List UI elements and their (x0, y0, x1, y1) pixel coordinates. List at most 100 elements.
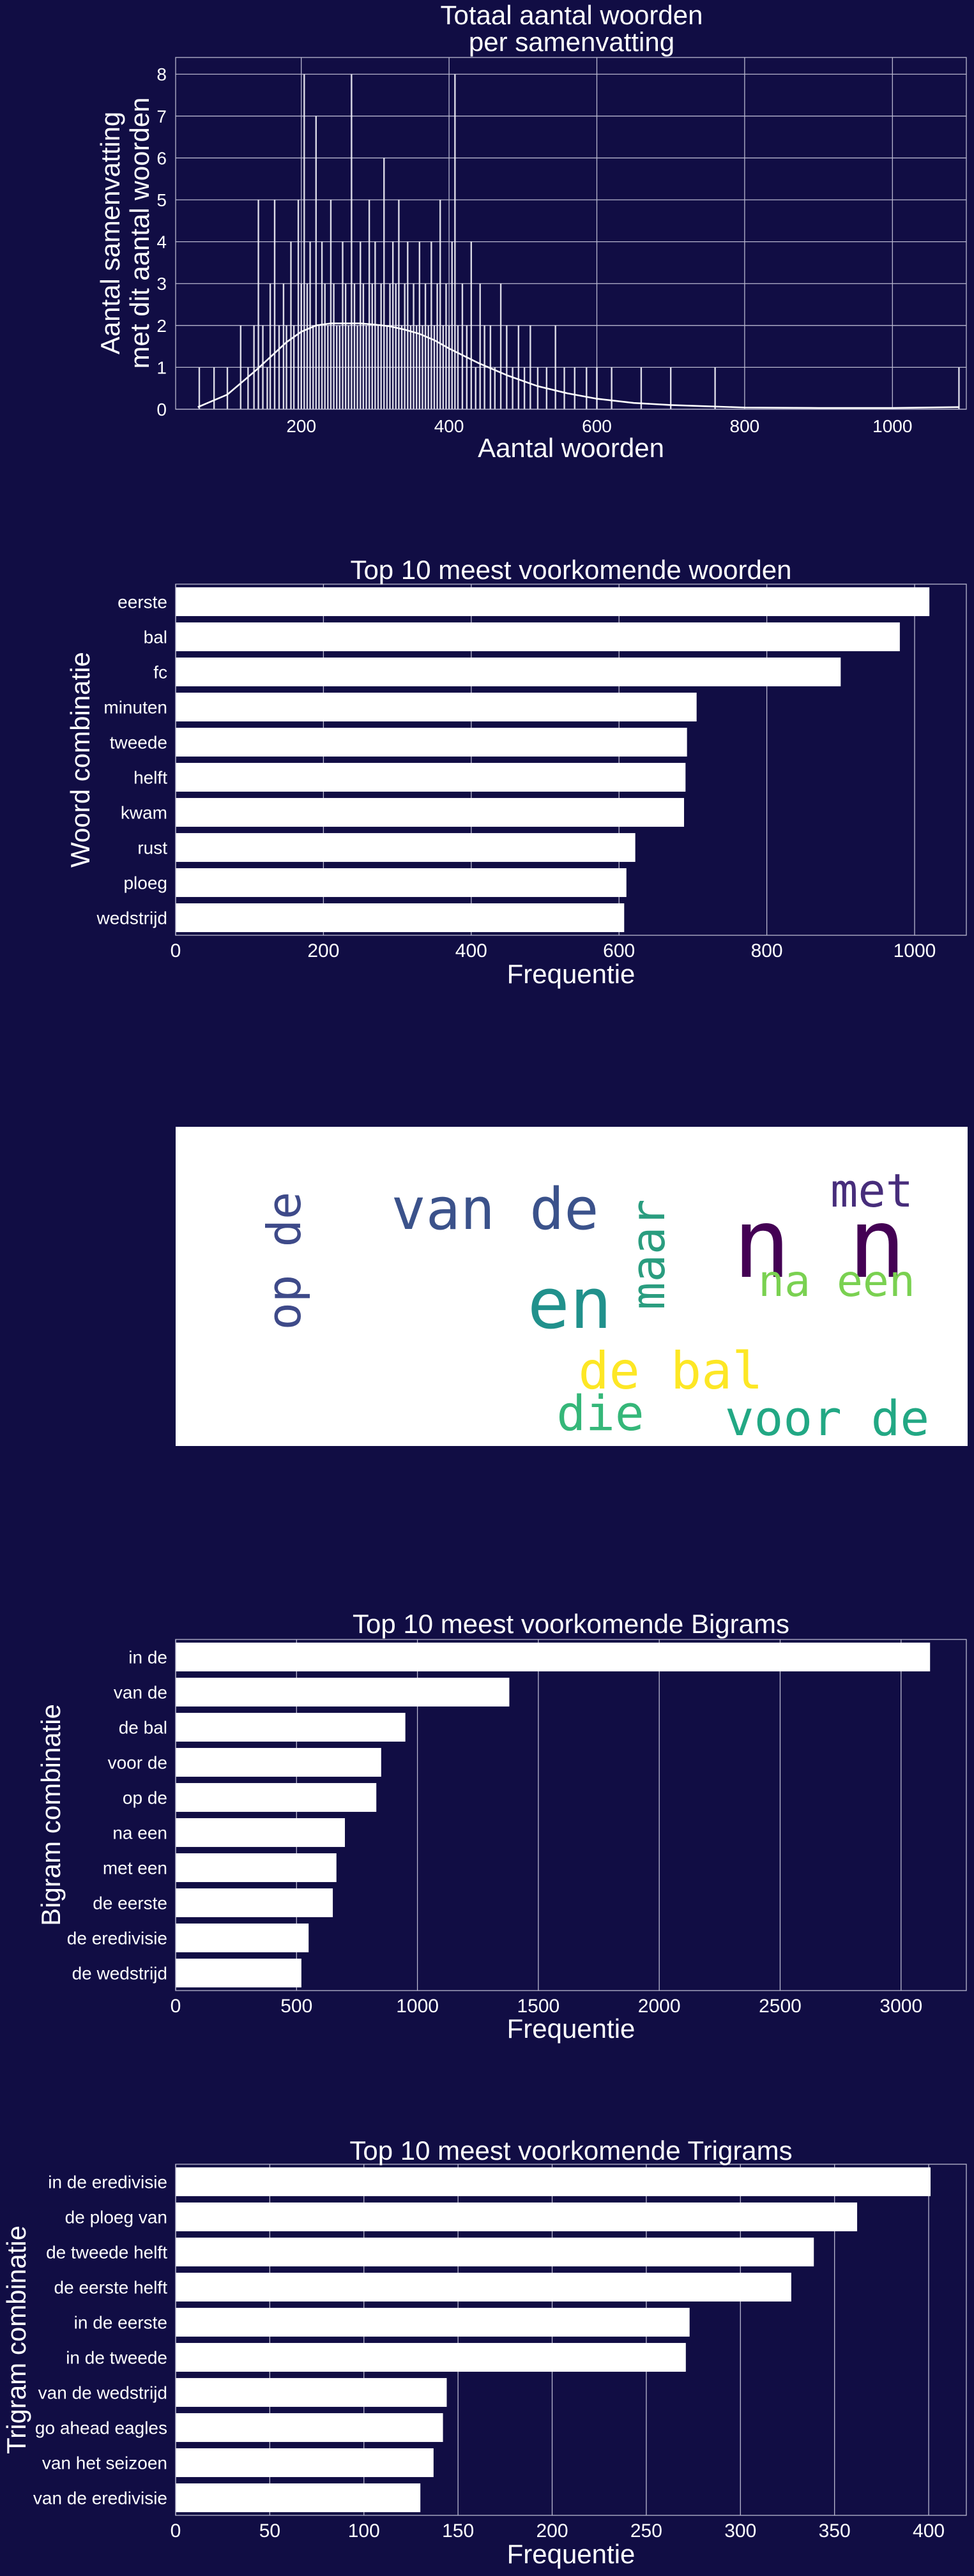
y-axis-label-line: met dit aantal woorden (125, 98, 155, 369)
bar (176, 2448, 434, 2478)
histogram-bar (315, 116, 317, 410)
y-tick-label: helft (133, 768, 167, 788)
kde-line (197, 322, 959, 409)
x-axis-label: Aantal woorden (478, 433, 664, 463)
histogram-bar (303, 74, 305, 409)
chart-title: Top 10 meest voorkomende Trigrams (349, 2135, 792, 2165)
x-tick-label: 400 (913, 2520, 945, 2542)
y-tick-label: rust (137, 838, 167, 858)
x-tick-label: 1000 (872, 416, 912, 436)
plot-frame (175, 1639, 967, 1991)
histogram-bar (442, 325, 445, 409)
y-tick-label: van de wedstrijd (38, 2383, 167, 2403)
histogram-bar (466, 325, 468, 409)
histogram-bar (198, 367, 201, 409)
histogram-bar (285, 325, 287, 409)
bar (176, 797, 685, 827)
y-tick-label: 1 (156, 358, 167, 377)
histogram-bar (344, 283, 347, 409)
x-tick-label: 800 (730, 416, 760, 436)
histogram-bar (278, 325, 280, 409)
histogram-bar (494, 367, 496, 409)
histogram-bar (312, 325, 314, 409)
histogram-bar (475, 367, 476, 409)
x-tick-label: 0 (171, 2520, 181, 2542)
histogram-bar (574, 367, 575, 409)
x-axis-label: Frequentie (507, 2014, 635, 2044)
histogram-bar (360, 241, 361, 409)
y-tick-label: bal (144, 628, 167, 647)
y-tick-label: op de (123, 1788, 167, 1808)
histogram-bar (400, 325, 403, 409)
x-tick-label: 600 (582, 416, 612, 436)
y-tick-label: eerste (118, 592, 167, 612)
bar (176, 1888, 333, 1918)
bar (176, 692, 697, 722)
histogram-bar (383, 158, 385, 409)
histogram-bar (347, 325, 349, 409)
x-tick-label: 250 (630, 2520, 662, 2542)
y-tick-label: de ploeg van (65, 2208, 167, 2227)
histogram-bar (371, 283, 373, 409)
bar (176, 1923, 309, 1953)
histogram-bar (436, 283, 438, 409)
bar (176, 2307, 690, 2337)
chart-title-line: per samenvatting (469, 27, 674, 57)
bar (176, 1853, 337, 1883)
histogram-bar (374, 241, 376, 409)
y-tick-label: van de (114, 1683, 167, 1703)
y-tick-label: in de eredivisie (48, 2173, 167, 2192)
histogram-bar (433, 325, 436, 409)
x-tick-label: 600 (603, 940, 635, 961)
y-tick-label: fc (153, 663, 167, 682)
y-tick-label: ploeg (123, 873, 167, 893)
y-tick-label: 2 (156, 316, 167, 336)
bar (176, 2413, 443, 2443)
histogram-bar (529, 325, 531, 409)
word-cloud-word: maar (621, 1199, 675, 1309)
word-cloud-word: met (830, 1164, 913, 1217)
y-tick-label: de wedstrijd (72, 1964, 167, 1984)
x-tick-label: 1000 (396, 1996, 439, 2017)
chart-title: Totaal aantal woorden per samenvatting (441, 0, 703, 57)
plot-frame (175, 57, 967, 410)
bar (176, 622, 900, 652)
histogram-bar (339, 325, 341, 409)
histogram-bar (454, 74, 456, 409)
histogram-bar (439, 200, 441, 409)
bar (176, 2483, 421, 2513)
bar (176, 868, 627, 898)
histogram-bar (409, 325, 412, 409)
histogram-bar (418, 241, 421, 409)
histogram-bar (523, 367, 526, 409)
histogram-chart: 200 400 600 800 1000 0 1 2 3 4 5 6 7 8 Totaal aantal w… (95, 0, 967, 463)
histogram-bar (386, 325, 388, 409)
x-axis-label: Frequentie (507, 2539, 635, 2569)
histogram-bar (380, 283, 382, 409)
bar (176, 1747, 381, 1777)
bar (176, 1782, 377, 1812)
histogram-bar (506, 325, 508, 409)
histogram-bar (389, 283, 391, 409)
y-axis-label: Bigram combinatie (36, 1704, 66, 1926)
histogram-bar (273, 200, 276, 409)
histogram-bar (563, 367, 565, 409)
histogram-bar (257, 200, 259, 409)
bar (176, 587, 930, 617)
histogram-bar (330, 200, 332, 409)
word-cloud-background (176, 1127, 968, 1446)
bar (176, 2272, 791, 2302)
histogram-bar (351, 74, 353, 409)
y-axis-label: Aantal samenvattingmet dit aantal woorde… (95, 98, 155, 369)
histogram-bar (430, 241, 432, 409)
bar-chart-3: in de van de de bal voor de op de na een met e… (36, 1609, 967, 2044)
word-cloud-word: die (556, 1385, 644, 1442)
histogram-bar (640, 367, 643, 409)
y-tick-label: de bal (119, 1718, 167, 1738)
bar (176, 2342, 686, 2372)
x-tick-label: 3000 (879, 1996, 922, 2017)
histogram-bar (324, 283, 326, 409)
histogram-bar (290, 241, 292, 409)
word-cloud-word: van de (391, 1176, 598, 1243)
